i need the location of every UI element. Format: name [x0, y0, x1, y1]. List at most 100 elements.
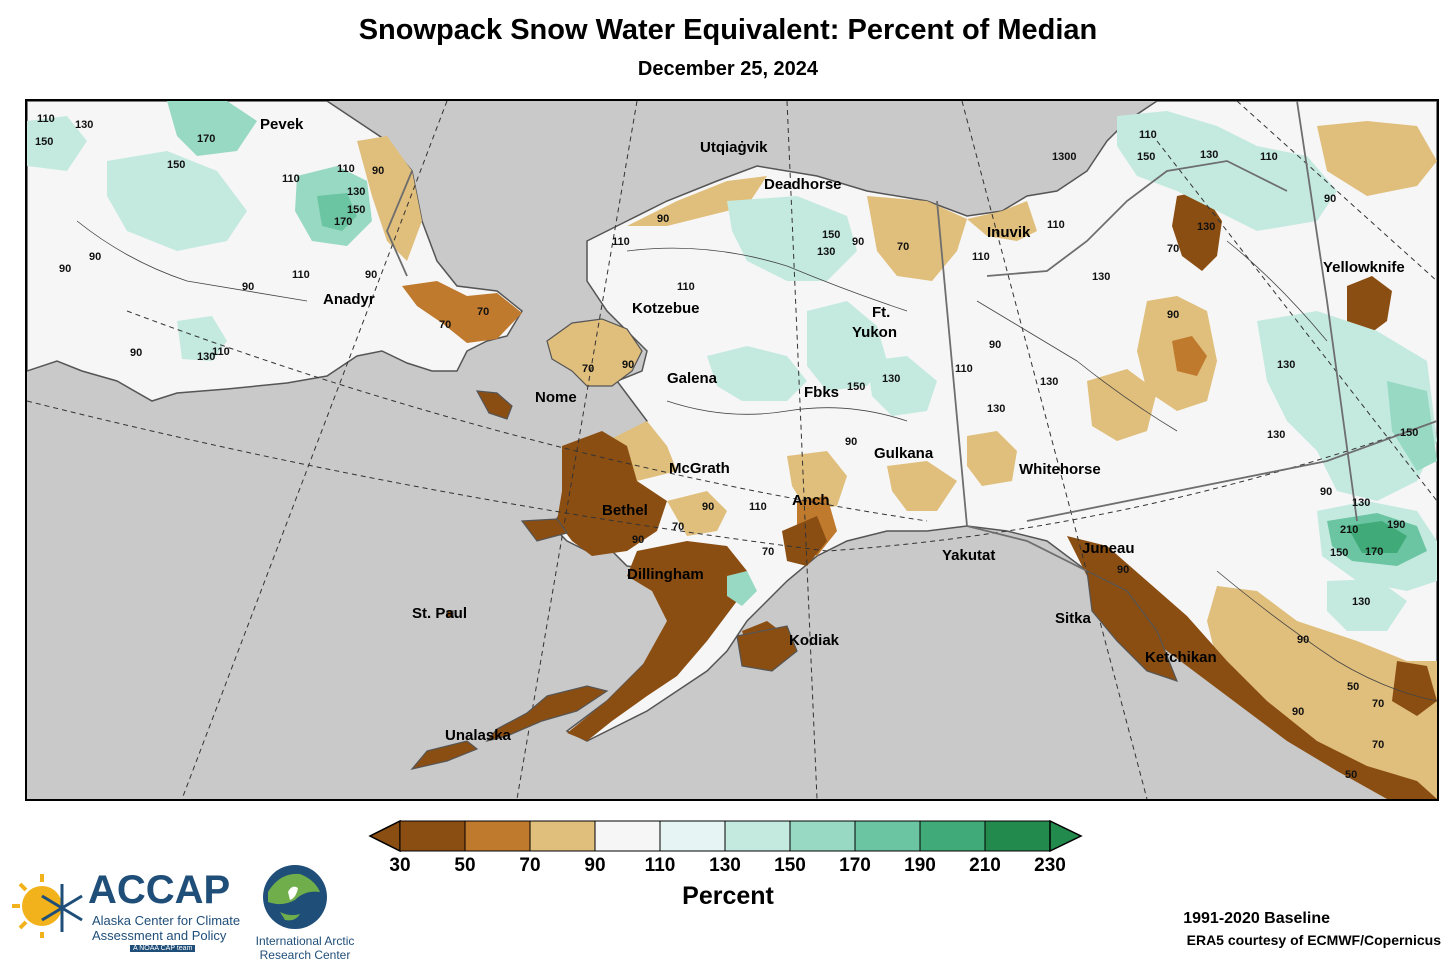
contour-label: 90	[632, 534, 645, 546]
legend-tick-label: 190	[904, 855, 936, 876]
contour-label: 190	[1387, 519, 1406, 531]
city-pevek: Pevek	[260, 116, 304, 133]
iarc-logo: International Arctic Research Center	[255, 862, 375, 962]
contour-label: 110	[749, 501, 767, 513]
city-deadhorse: Deadhorse	[764, 176, 842, 193]
contour-label: 150	[1330, 547, 1349, 559]
contour-label: 110	[1260, 151, 1278, 163]
contour-label: 130	[882, 373, 901, 385]
globe-icon	[263, 865, 327, 929]
contour-label: 70	[1372, 739, 1385, 751]
contour-label: 130	[1352, 497, 1371, 509]
contour-label: 110	[212, 346, 230, 358]
legend-tick-label: 110	[644, 855, 676, 876]
contour-label: 110	[337, 163, 355, 175]
city-fbks: Fbks	[804, 384, 840, 401]
contour-label: 90	[1292, 706, 1305, 718]
contour-label: 90	[1320, 486, 1333, 498]
contour-label: 90	[657, 213, 670, 225]
anomaly-regions	[357, 121, 1437, 799]
swe-map: Pevek Utqiaġvik Deadhorse Inuvik Yellowk…	[25, 99, 1439, 801]
source-credit: ERA5 courtesy of ECMWF/Copernicus	[1186, 932, 1441, 948]
contour-label: 110	[612, 236, 630, 248]
contour-label: 70	[762, 546, 775, 558]
legend-tick-label: 230	[1034, 855, 1066, 876]
contour-label: 150	[1137, 151, 1156, 163]
map-title: Snowpack Snow Water Equivalent: Percent …	[358, 14, 1098, 46]
contour-label: 110	[972, 251, 990, 263]
city-yellowknife: Yellowknife	[1323, 259, 1405, 276]
contour-label: 90	[622, 359, 635, 371]
city-yukon: Yukon	[852, 324, 898, 341]
iarc-line1: International Arctic	[255, 934, 355, 948]
contour-label: 1300	[1052, 151, 1077, 163]
contour-label: 110	[292, 269, 310, 281]
city-nome: Nome	[535, 389, 577, 406]
contour-label: 170	[334, 216, 353, 228]
contour-label: 110	[1139, 129, 1157, 141]
legend-bin-0	[399, 820, 466, 852]
city-ketchikan: Ketchikan	[1145, 649, 1217, 666]
city-kodiak: Kodiak	[789, 632, 840, 649]
contour-label: 150	[822, 229, 841, 241]
legend-tick-label: 210	[969, 855, 1001, 876]
contour-label: 90	[59, 263, 72, 275]
contour-label: 150	[1400, 427, 1419, 439]
contour-label: 70	[582, 363, 595, 375]
contour-label: 70	[477, 306, 490, 318]
contour-label: 130	[1267, 429, 1286, 441]
contour-label: 130	[1277, 359, 1296, 371]
city-dillingham: Dillingham	[627, 566, 704, 583]
contour-label: 130	[1092, 271, 1111, 283]
contour-label: 110	[282, 173, 300, 185]
legend-bin-6	[789, 820, 856, 852]
legend-bins	[399, 820, 1051, 852]
contour-label: 90	[365, 269, 378, 281]
contour-label: 90	[242, 281, 255, 293]
contour-label: 210	[1340, 524, 1359, 536]
contour-label: 90	[1117, 564, 1130, 576]
legend-tick-label: 130	[709, 855, 741, 876]
accap-name: ACCAP	[88, 868, 231, 912]
city-juneau: Juneau	[1082, 540, 1135, 557]
contour-label: 130	[987, 403, 1006, 415]
contour-label: 90	[1167, 309, 1180, 321]
graticule	[27, 101, 1437, 799]
contour-label: 50	[1345, 769, 1358, 781]
legend-arrow-high	[1049, 819, 1083, 853]
accap-line1: Alaska Center for Climate	[92, 913, 241, 928]
city-yakutat: Yakutat	[942, 547, 996, 564]
contour-label: 90	[130, 347, 143, 359]
contour-label: 130	[817, 246, 836, 258]
contour-label: 130	[347, 186, 366, 198]
legend-tick-label: 70	[519, 855, 541, 876]
contour-label: 130	[197, 351, 216, 363]
contour-label: 130	[1352, 596, 1371, 608]
contour-label: 70	[897, 241, 910, 253]
legend-bin-3	[594, 820, 661, 852]
legend-bar	[368, 819, 1083, 853]
contour-label: 110	[677, 281, 695, 293]
contour-label: 70	[439, 319, 452, 331]
contour-label: 130	[1197, 221, 1216, 233]
accap-tag: A NOAA CAP team	[130, 945, 196, 952]
contour-label: 90	[989, 339, 1002, 351]
contour-label: 170	[197, 133, 216, 145]
contour-label: 130	[1200, 149, 1219, 161]
legend-tick-label: 50	[454, 855, 476, 876]
baseline-credit: 1991-2020 Baseline	[1183, 910, 1330, 927]
city-galena: Galena	[667, 370, 718, 387]
city-mcgrath: McGrath	[669, 460, 730, 477]
legend-tick-label: 150	[774, 855, 806, 876]
positive-anomaly-regions	[27, 101, 1437, 631]
color-legend	[368, 819, 1088, 853]
city-whitehorse: Whitehorse	[1019, 461, 1101, 478]
contour-label: 130	[1040, 376, 1059, 388]
islands	[410, 390, 1179, 770]
city-inuvik: Inuvik	[987, 224, 1031, 241]
contour-label: 150	[347, 204, 366, 216]
city-gulkana: Gulkana	[874, 445, 934, 462]
contour-label: 90	[372, 165, 385, 177]
contour-label: 90	[89, 251, 102, 263]
city-bethel: Bethel	[602, 502, 648, 519]
